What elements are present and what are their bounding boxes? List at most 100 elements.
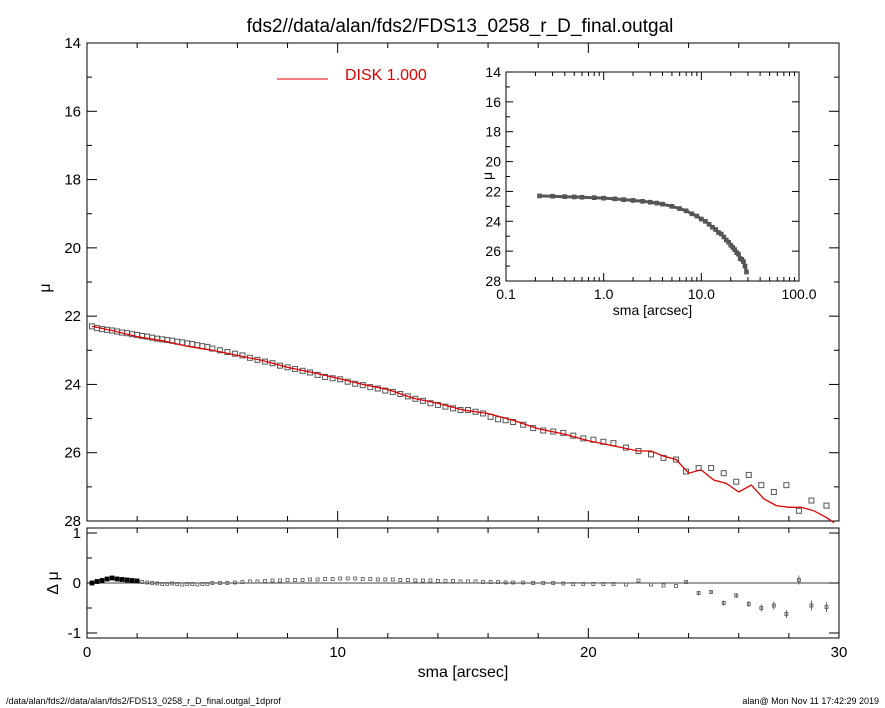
inset-log-panel: 14 16 18 20 22 24 26 280.1 1.0 10.0 100.0 sma [arcs… — [479, 64, 817, 318]
main-data-point — [795, 507, 802, 514]
main-data-point — [427, 400, 434, 407]
inset-y-tick-label: 22 — [485, 183, 501, 199]
inset-x-axis-label: sma [arcsec] — [613, 302, 692, 318]
main-data-point — [367, 384, 374, 391]
x-tick-label: 10 — [329, 644, 346, 661]
residual-data-point — [140, 580, 145, 584]
residual-data-point — [155, 581, 160, 586]
main-y-tick-label: 28 — [64, 513, 81, 530]
residual-data-point — [338, 576, 343, 581]
residual-data-point — [315, 577, 320, 582]
residual-data-point — [225, 581, 230, 585]
residual-data-point — [709, 590, 714, 594]
residual-data-point — [511, 580, 516, 585]
residual-data-point — [109, 575, 115, 581]
residual-data-point — [443, 579, 448, 583]
main-data-point — [733, 478, 740, 485]
main-data-point — [720, 470, 727, 477]
residual-data-point — [293, 578, 297, 582]
residual-data-point — [488, 580, 493, 584]
residual-data-point — [383, 577, 388, 582]
main-y-tick-label: 18 — [64, 172, 81, 189]
residual-data-point — [114, 576, 120, 582]
inset-y-tick-label: 26 — [485, 243, 501, 259]
residual-data-point — [285, 578, 290, 582]
residual-data-point — [611, 582, 616, 586]
residual-data-point — [217, 581, 222, 585]
residual-data-point — [796, 578, 801, 582]
residual-data-point — [721, 601, 726, 605]
residual-data-point — [771, 603, 776, 608]
x-tick-label: 0 — [83, 644, 91, 661]
residual-data-point — [496, 580, 500, 584]
residual-data-point — [398, 578, 403, 582]
residual-y-axis-label: Δ μ — [45, 571, 62, 594]
residual-data-point — [809, 603, 814, 608]
residual-data-point — [330, 577, 335, 581]
residual-data-point — [129, 578, 135, 583]
residual-data-point — [784, 612, 789, 616]
main-data-point — [783, 482, 790, 489]
main-data-point — [382, 387, 389, 394]
inset-y-axis-label: μ — [479, 172, 495, 180]
main-data-point — [189, 341, 196, 348]
main-data-point — [708, 465, 715, 472]
main-y-tick-label: 22 — [64, 308, 81, 325]
main-data-point — [660, 454, 667, 461]
inset-y-tick-label: 18 — [485, 124, 501, 140]
main-data-point — [495, 416, 502, 423]
main-y-tick-label: 14 — [64, 35, 81, 52]
residual-y-tick-label: 0 — [73, 575, 81, 592]
main-data-point — [758, 482, 765, 489]
residual-data-point — [255, 579, 260, 584]
residual-data-point — [636, 578, 641, 583]
residual-data-point — [99, 578, 105, 583]
residual-data-point — [458, 579, 463, 584]
residual-data-point — [232, 580, 237, 585]
main-data-point — [216, 347, 223, 354]
residual-y-tick-label: 1 — [73, 525, 81, 542]
residual-data-point — [591, 582, 596, 586]
residual-data-point — [300, 578, 305, 582]
x-axis-label: sma [arcsec] — [418, 664, 509, 681]
residual-data-point — [323, 577, 328, 581]
inset-x-tick-label: 100.0 — [781, 286, 816, 302]
residual-data-point — [531, 581, 536, 585]
residual-data-point — [160, 582, 165, 586]
residual-data-point — [175, 582, 180, 586]
residual-data-point — [200, 582, 205, 586]
residual-data-point — [263, 579, 267, 583]
footer-timestamp: alan@ Mon Nov 11 17:42:29 2019 — [742, 696, 879, 706]
main-data-point — [823, 502, 830, 509]
inset-y-tick-label: 14 — [485, 64, 501, 80]
main-data-point — [808, 497, 815, 504]
residual-data-point — [541, 581, 546, 585]
residual-data-point — [413, 578, 418, 583]
residual-data-point — [451, 579, 455, 583]
main-y-tick-label: 24 — [64, 376, 81, 393]
residual-data-point — [551, 581, 556, 585]
inset-x-tick-label: 10.0 — [688, 286, 715, 302]
main-model-line — [91, 325, 835, 524]
main-data-point — [322, 373, 329, 380]
residual-data-point — [405, 578, 410, 582]
residual-data-point — [89, 580, 95, 586]
residual-data-point — [278, 578, 282, 583]
residual-data-point — [270, 578, 275, 583]
residual-data-point — [360, 577, 365, 581]
residual-data-point — [481, 580, 485, 584]
footer-filename: /data/alan/fds2//data/alan/fds2/FDS13_02… — [6, 696, 281, 706]
main-data-point — [770, 488, 777, 495]
main-y-tick-label: 16 — [64, 103, 81, 120]
residual-data-point — [185, 582, 190, 586]
residual-data-point — [649, 582, 653, 587]
residual-data-point — [390, 577, 395, 582]
main-profile-panel: 14 16 18 20 22 24 26 28 μ DISK 1.000 — [37, 35, 840, 530]
main-data-point — [648, 451, 654, 458]
inset-x-tick-label: 1.0 — [594, 286, 614, 302]
inset-profile-trace — [539, 194, 748, 273]
main-data-point — [673, 456, 680, 463]
residual-data-point — [119, 577, 125, 582]
